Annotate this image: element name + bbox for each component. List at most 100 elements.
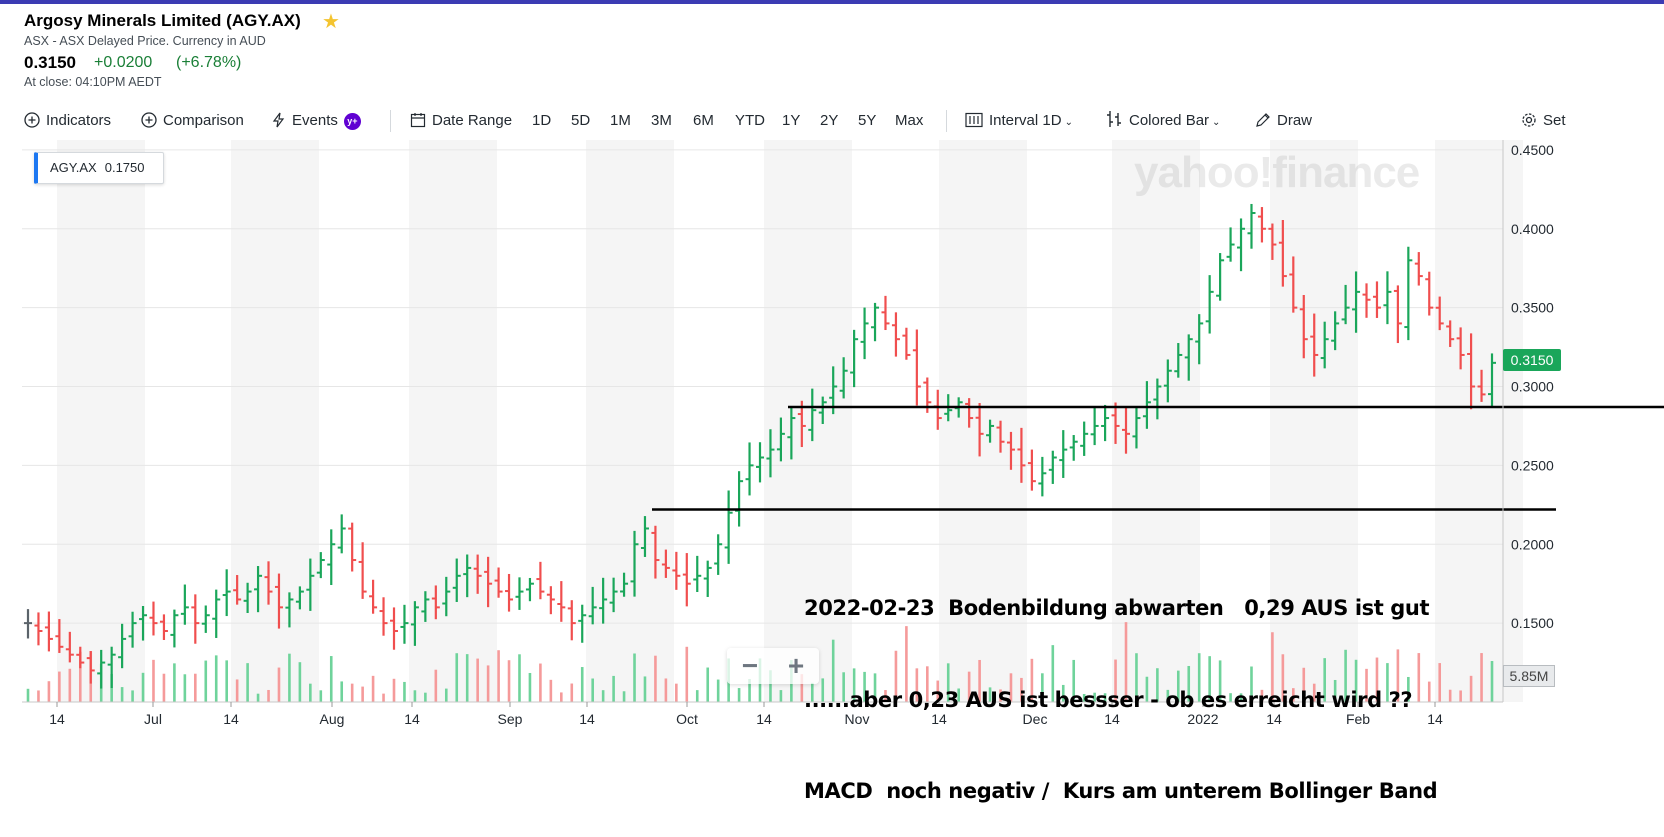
price-chart[interactable]: 0.4500 0.4000 0.3500 0.3000 0.2500 0.2000 0.15… bbox=[0, 140, 1664, 794]
toolbar-divider bbox=[946, 110, 947, 132]
volume-label: 5.85M bbox=[1503, 665, 1555, 687]
close-time: At close: 04:10PM AEDT bbox=[24, 75, 162, 89]
volume-bar bbox=[1344, 649, 1347, 702]
plus-circle-icon bbox=[141, 112, 157, 128]
volume-bar bbox=[1072, 659, 1076, 702]
x-tick-label: 14 bbox=[49, 711, 65, 727]
range-ytd[interactable]: YTD bbox=[735, 112, 765, 129]
calendar-icon bbox=[410, 113, 426, 128]
volume-bar bbox=[214, 655, 218, 702]
events-button[interactable]: Events y+ bbox=[272, 108, 361, 134]
volume-bar bbox=[340, 681, 344, 702]
volume-bar bbox=[1082, 693, 1086, 702]
volume-bar bbox=[1124, 622, 1128, 702]
last-price: 0.3150 bbox=[24, 53, 76, 72]
volume-bar bbox=[1103, 693, 1107, 702]
range-1d[interactable]: 1D bbox=[532, 112, 552, 129]
plus-circle-icon bbox=[24, 112, 40, 128]
volume-bar bbox=[141, 672, 145, 702]
toolbar-divider bbox=[390, 110, 391, 132]
watchlist-star-icon[interactable]: ★ bbox=[322, 11, 340, 33]
zoom-in-icon[interactable]: + bbox=[787, 650, 805, 681]
volume-bar bbox=[769, 670, 772, 702]
volume-bar bbox=[131, 690, 134, 702]
volume-bar bbox=[465, 654, 469, 702]
range-1m[interactable]: 1M bbox=[610, 112, 631, 129]
gear-icon bbox=[1522, 113, 1536, 127]
volume-bar bbox=[1260, 689, 1264, 702]
volume-bar bbox=[800, 674, 804, 702]
price-change-percent: (+6.78%) bbox=[176, 54, 242, 71]
comparison-button[interactable]: Comparison bbox=[141, 108, 244, 134]
week-band bbox=[764, 140, 852, 702]
volume-bar bbox=[1333, 679, 1337, 702]
volume-bar bbox=[748, 678, 751, 702]
range-5d[interactable]: 5D bbox=[571, 112, 591, 129]
y-tick-label: 0.2000 bbox=[1511, 536, 1554, 552]
range-5y[interactable]: 5Y bbox=[858, 112, 877, 129]
volume-bar bbox=[622, 691, 626, 702]
volume-bar bbox=[643, 676, 647, 702]
volume-bar bbox=[1041, 673, 1044, 702]
date-range-button[interactable]: Date Range bbox=[410, 108, 512, 134]
volume-bar bbox=[1030, 658, 1034, 702]
volume-bar bbox=[256, 693, 260, 702]
draw-button[interactable]: Draw bbox=[1255, 108, 1312, 134]
comparison-label: Comparison bbox=[163, 112, 244, 129]
range-2y[interactable]: 2Y bbox=[820, 112, 839, 129]
volume-bar bbox=[1281, 654, 1285, 702]
user-annotation: 2022-02-23 Bodenbildung abwarten 0,29 AU… bbox=[804, 532, 1438, 837]
volume-bar bbox=[810, 682, 814, 702]
watermark-logo: yahoo!finance bbox=[1134, 148, 1420, 197]
y-tick-label: 0.4500 bbox=[1511, 142, 1554, 158]
volume-bar bbox=[1292, 688, 1295, 702]
settings-label: Set bbox=[1543, 112, 1566, 129]
volume-bar bbox=[204, 660, 208, 702]
chart-type-button[interactable]: Colored Bar ⌄ bbox=[1105, 108, 1220, 134]
volume-bar bbox=[560, 692, 563, 702]
volume-bar bbox=[1459, 690, 1462, 702]
y-tick-label: 0.1500 bbox=[1511, 615, 1554, 631]
volume-bar bbox=[507, 660, 511, 702]
legend-value: 0.1750 bbox=[104, 160, 145, 175]
x-tick-label: Feb bbox=[1346, 711, 1370, 727]
volume-bar bbox=[246, 663, 249, 702]
volume-bar bbox=[988, 687, 992, 702]
y-tick-label: 0.3500 bbox=[1511, 300, 1554, 316]
volume-bar bbox=[26, 688, 30, 702]
volume-bar bbox=[518, 654, 521, 702]
range-6m[interactable]: 6M bbox=[693, 112, 714, 129]
chart-toolbar: Indicators Comparison Events y+ Date Rang… bbox=[24, 108, 1664, 134]
volume-bar bbox=[539, 663, 542, 702]
settings-button[interactable]: Set bbox=[1521, 108, 1566, 134]
week-band bbox=[1435, 140, 1523, 702]
volume-bar bbox=[591, 678, 594, 702]
volume-bar bbox=[664, 678, 668, 702]
volume-bar bbox=[1239, 693, 1243, 702]
volume-bar bbox=[549, 679, 553, 702]
volume-bar bbox=[235, 679, 239, 702]
range-max[interactable]: Max bbox=[895, 112, 924, 129]
volume-bar bbox=[120, 687, 124, 702]
volume-bar bbox=[936, 680, 940, 702]
x-tick-label: 14 bbox=[756, 711, 772, 727]
price-change: +0.0200 bbox=[94, 54, 153, 71]
volume-bar bbox=[1386, 663, 1389, 702]
x-tick-label: Jul bbox=[144, 711, 162, 727]
indicators-button[interactable]: Indicators bbox=[24, 108, 111, 134]
volume-bar bbox=[497, 650, 500, 702]
interval-button[interactable]: Interval 1D ⌄ bbox=[965, 108, 1073, 134]
x-tick-label: Aug bbox=[320, 711, 345, 727]
volume-bar bbox=[1187, 665, 1191, 702]
volume-bar bbox=[706, 667, 710, 702]
x-tick-label: Dec bbox=[1023, 711, 1048, 727]
volume-bar bbox=[486, 665, 490, 702]
zoom-out-icon[interactable]: − bbox=[741, 650, 759, 681]
range-3m[interactable]: 3M bbox=[651, 112, 672, 129]
y-tick-label: 0.4000 bbox=[1511, 221, 1554, 237]
x-axis: 14 Jul 14 Aug 14 Sep 14 Oct 14 Nov 14 Dec 14 2022 14 Fe… bbox=[49, 702, 1443, 727]
volume-bar bbox=[926, 666, 929, 702]
volume-bar bbox=[894, 650, 898, 702]
range-1y[interactable]: 1Y bbox=[782, 112, 801, 129]
volume-bar bbox=[654, 655, 657, 702]
